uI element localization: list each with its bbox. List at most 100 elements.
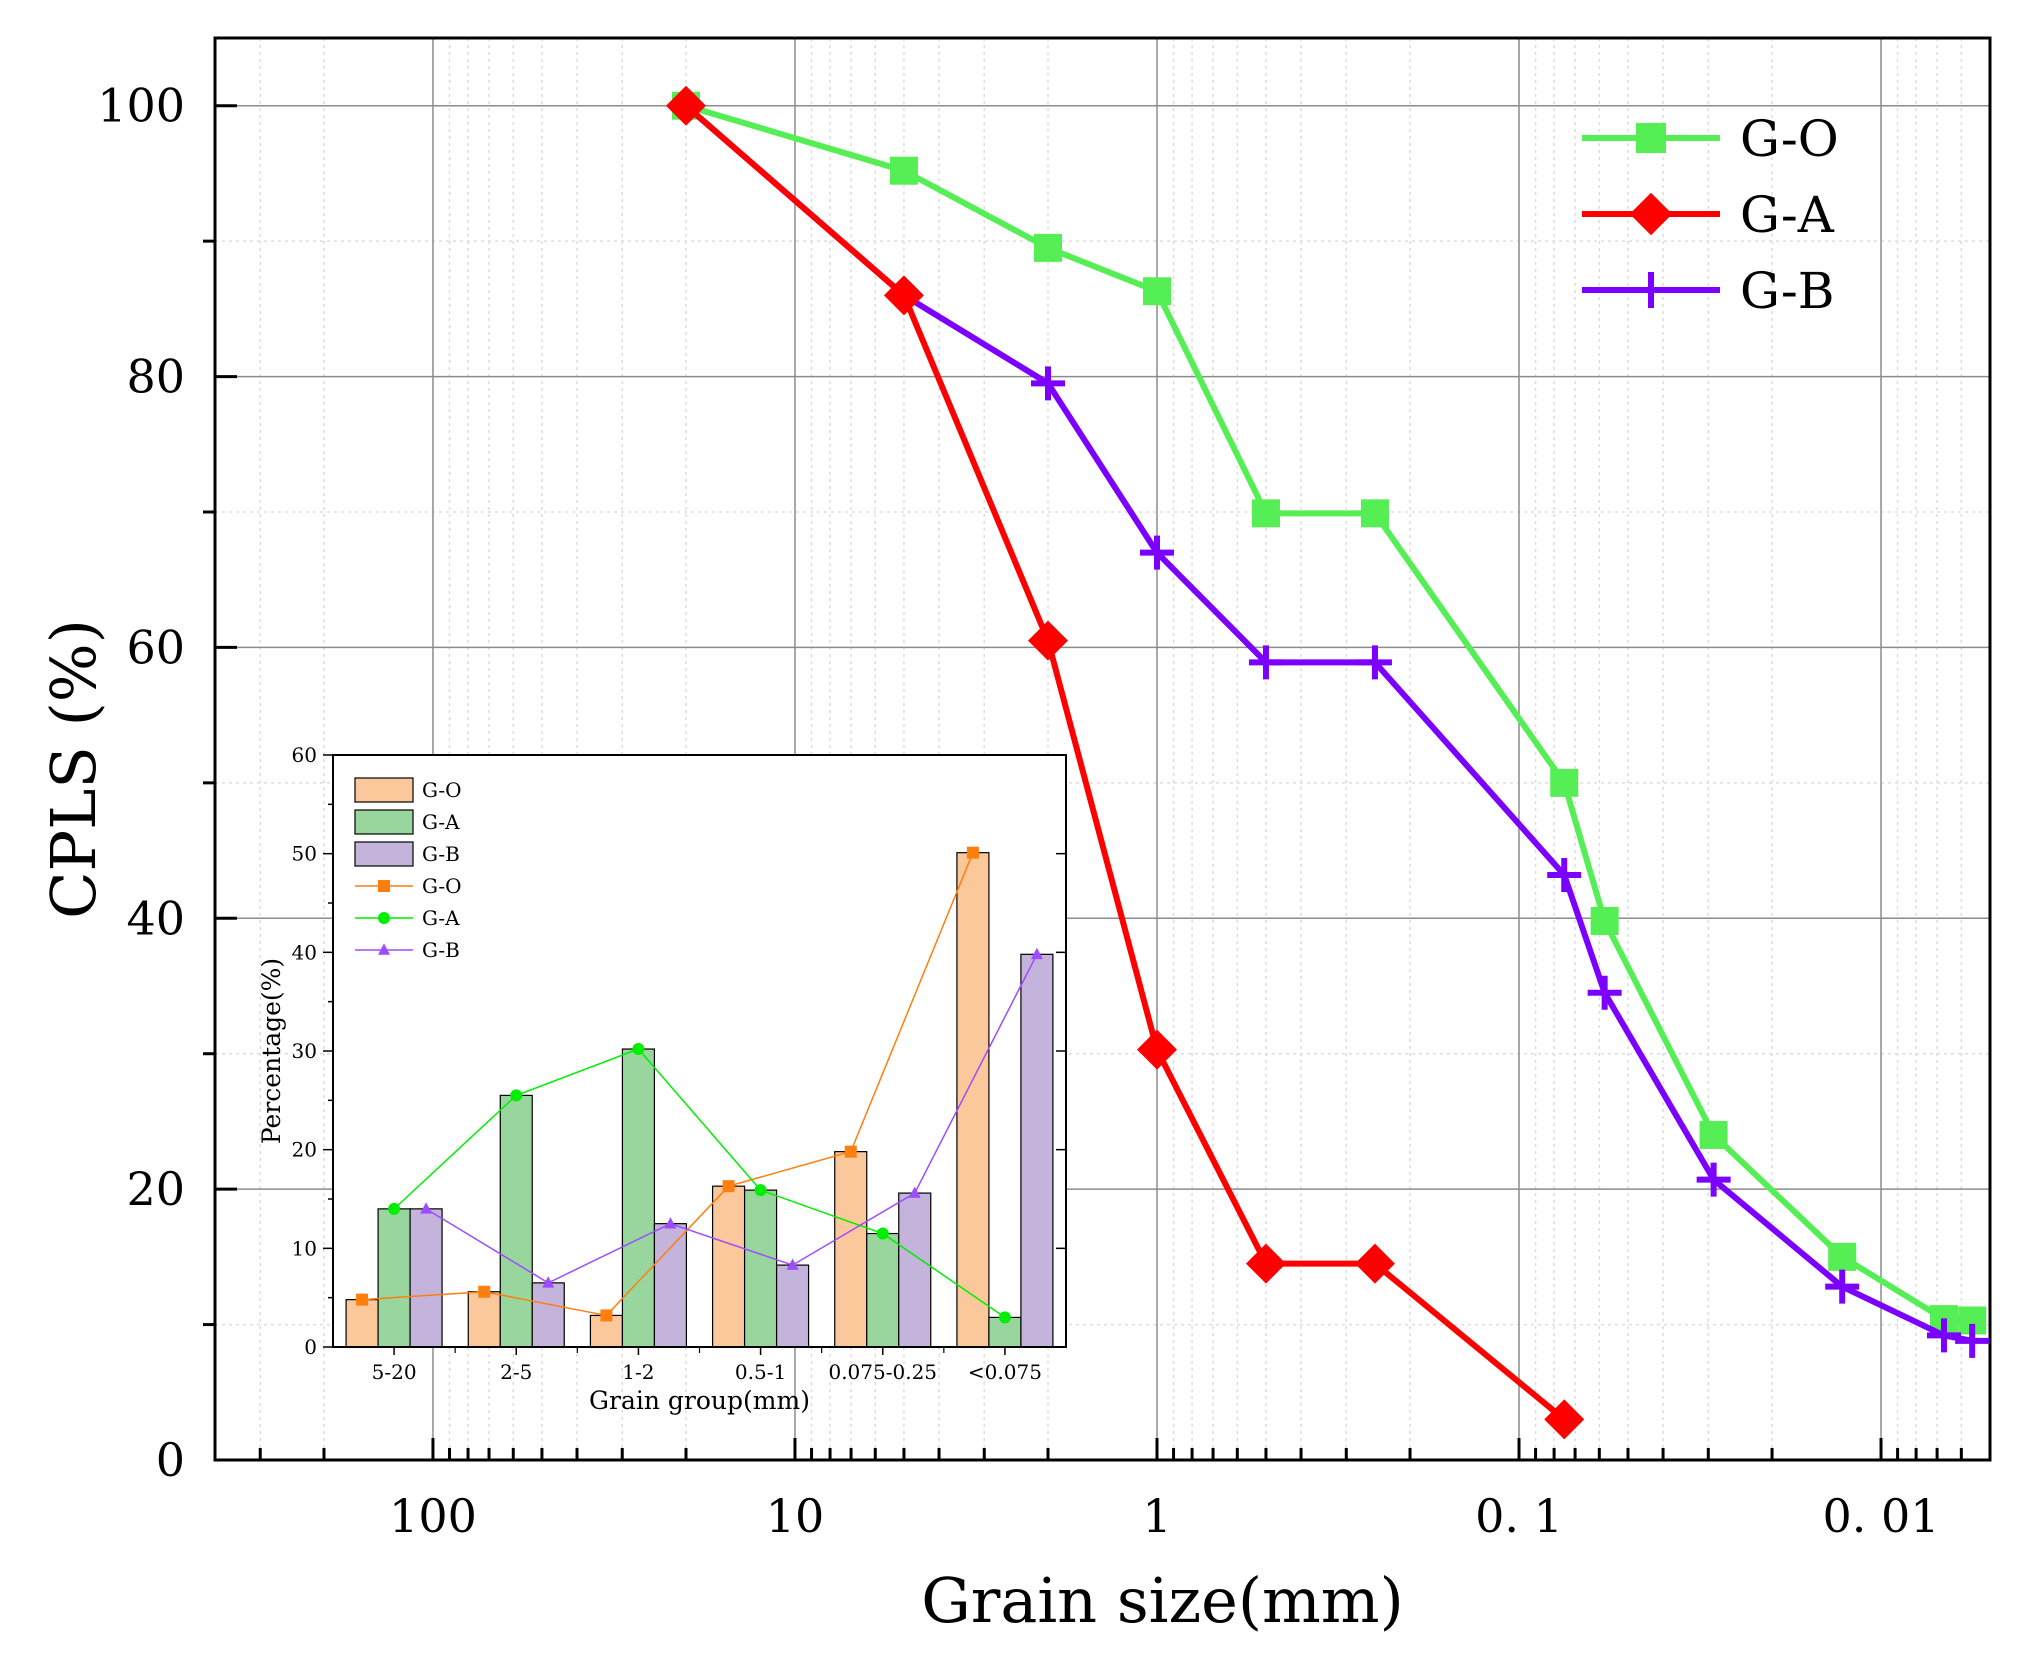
series-line-g-o xyxy=(685,102,1973,1324)
inset-y-tick-label: 0 xyxy=(304,1335,317,1359)
inset-point-g-o-0-5-1 xyxy=(722,1180,735,1193)
data-point-g-a xyxy=(1028,620,1069,661)
inset-legend-label-g-a: G-A xyxy=(422,906,460,930)
data-point-g-a xyxy=(883,275,924,316)
y-tick-label: 20 xyxy=(126,1162,185,1216)
inset-point-g-b-5-20 xyxy=(420,1202,433,1214)
inset-legend-marker-g-a xyxy=(378,912,390,924)
data-point-g-b xyxy=(1587,975,1622,1010)
inset-legend-swatch-g-a xyxy=(354,809,414,835)
data-point-g-b xyxy=(1825,1269,1860,1304)
bar-g-a-0-5-1 xyxy=(743,1189,778,1348)
data-point-g-b xyxy=(1955,1323,1990,1358)
data-point-g-o xyxy=(1034,233,1063,262)
inset-category-label: 0.5-1 xyxy=(735,1360,786,1384)
series-g-o xyxy=(671,91,1987,1335)
inset-y-tick-label: 20 xyxy=(292,1138,317,1162)
inset-point-g-a-2-5 xyxy=(510,1089,523,1102)
inset-point-g-b-0-5-1 xyxy=(786,1258,799,1270)
bar-g-o-2-5 xyxy=(467,1291,501,1348)
legend-marker-g-b xyxy=(1633,272,1669,308)
data-point-g-b xyxy=(1357,645,1392,680)
y-tick-label: 0 xyxy=(156,1433,185,1487)
y-tick-label: 60 xyxy=(126,620,185,674)
bar-g-o-0-075-0-25 xyxy=(834,1151,868,1348)
inset-point-g-o-5-20 xyxy=(356,1293,369,1306)
bar-g-a-2-5 xyxy=(499,1094,533,1348)
data-point-g-o xyxy=(1590,906,1619,935)
inset-point-g-o-1-2 xyxy=(600,1309,613,1322)
inset-y-tick-label: 40 xyxy=(292,940,317,964)
bar-g-b-5-20 xyxy=(409,1208,443,1348)
data-point-g-o xyxy=(1550,768,1579,797)
data-point-g-a xyxy=(1245,1243,1286,1284)
bar-g-b-0-075 xyxy=(1020,953,1054,1348)
inset-y-tick-label: 50 xyxy=(292,842,317,866)
bar-g-o-5-20 xyxy=(345,1299,379,1348)
series-line-g-b xyxy=(684,103,1973,1344)
data-point-g-o xyxy=(1142,277,1171,306)
inset-point-g-a-5-20 xyxy=(388,1202,401,1215)
data-point-g-o xyxy=(1699,1120,1728,1149)
bar-g-b-0-075-0-25 xyxy=(898,1192,932,1348)
data-point-g-b xyxy=(1547,857,1582,892)
inset-point-g-o-0-075-0-25 xyxy=(844,1145,857,1158)
y-tick-label: 40 xyxy=(126,891,185,945)
inset-legend-marker-g-o xyxy=(378,880,390,892)
data-point-g-b xyxy=(1696,1162,1731,1197)
data-point-g-o xyxy=(1360,499,1389,528)
x-tick-label: 0. 01 xyxy=(1822,1489,1939,1543)
inset-y-tick-label: 10 xyxy=(292,1236,317,1260)
inset-legend-swatch-g-b xyxy=(354,841,414,867)
bar-g-b-1-2 xyxy=(653,1223,688,1348)
data-point-g-b xyxy=(1139,535,1174,570)
x-tick-label: 100 xyxy=(389,1489,477,1543)
inset-category-label: 2-5 xyxy=(500,1360,532,1384)
inset-point-g-a-0-075 xyxy=(998,1311,1011,1324)
inset-point-g-b-1-2 xyxy=(664,1217,677,1229)
inset-y-tick-label: 60 xyxy=(292,743,317,767)
inset-point-g-b-0-075-0-25 xyxy=(908,1186,921,1198)
x-axis-title: Grain size(mm) xyxy=(921,1564,1404,1637)
legend-label-g-b: G-B xyxy=(1740,262,1835,320)
inset-point-g-o-2-5 xyxy=(478,1285,491,1298)
inset-line-g-b xyxy=(425,953,1038,1284)
bar-g-o-0-5-1 xyxy=(711,1185,746,1348)
bar-g-b-0-5-1 xyxy=(775,1264,810,1348)
bar-g-a-1-2 xyxy=(621,1048,656,1348)
inset-legend-label-g-o: G-O xyxy=(422,874,462,898)
inset-legend-label-g-b: G-B xyxy=(422,938,460,962)
bar-g-a-5-20 xyxy=(377,1208,411,1348)
inset-background xyxy=(333,755,1066,1347)
inset-category-label: 1-2 xyxy=(622,1360,654,1384)
data-point-g-o xyxy=(889,156,918,185)
inset-category-label: 0.075-0.25 xyxy=(828,1360,937,1384)
data-point-g-o xyxy=(1251,499,1280,528)
inset-x-axis-title: Grain group(mm) xyxy=(589,1386,810,1415)
bar-g-b-2-5 xyxy=(531,1282,565,1348)
inset-line-g-o xyxy=(362,852,974,1317)
legend-marker-g-o xyxy=(1636,123,1666,153)
legend-label-g-a: G-A xyxy=(1740,186,1835,244)
data-point-g-b xyxy=(1926,1318,1961,1353)
inset-frame xyxy=(332,754,1067,1348)
y-tick-label: 100 xyxy=(97,79,185,133)
x-tick-label: 10 xyxy=(766,1489,825,1543)
legend-label-g-o: G-O xyxy=(1740,110,1839,168)
bar-g-a-0-075-0-25 xyxy=(866,1232,900,1348)
inset-point-g-a-0-5-1 xyxy=(754,1184,767,1197)
inset-legend-marker-g-b xyxy=(378,943,390,955)
data-point-g-o xyxy=(1828,1242,1857,1271)
x-tick-label: 1 xyxy=(1142,1489,1171,1543)
inset-y-tick-label: 30 xyxy=(292,1039,317,1063)
inset-point-g-b-2-5 xyxy=(542,1276,555,1288)
inset-category-label: <0.075 xyxy=(968,1360,1042,1384)
data-point-g-b xyxy=(1031,366,1066,401)
plot-frame xyxy=(213,36,1992,1462)
inset-point-g-o-0-075 xyxy=(966,846,979,859)
series-g-a xyxy=(665,85,1585,1440)
main-series xyxy=(665,85,1990,1440)
